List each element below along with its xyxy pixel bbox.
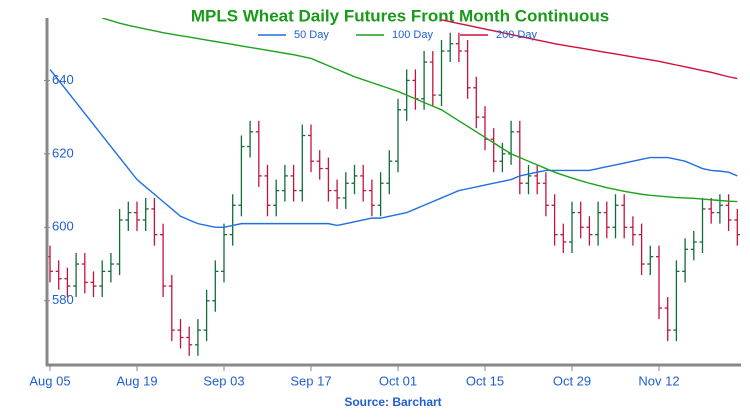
moving-average-line	[102, 18, 738, 203]
moving-average-line	[441, 19, 738, 80]
x-tick-label: Sep 03	[203, 373, 244, 388]
x-tick-label: Sep 17	[290, 373, 331, 388]
legend-label: 200 Day	[496, 29, 537, 41]
y-tick-label: 580	[52, 292, 74, 307]
x-tick-label: Nov 12	[638, 373, 679, 388]
legend-label: 50 Day	[294, 29, 329, 41]
x-tick-label: Oct 15	[466, 373, 504, 388]
legend-label: 100 Day	[392, 29, 433, 41]
moving-average-line	[49, 68, 738, 228]
y-tick-label: 640	[52, 72, 74, 87]
source: Source: Barchart	[344, 395, 441, 409]
x-tick-label: Oct 29	[553, 373, 591, 388]
x-tick-label: Oct 01	[379, 373, 417, 388]
chart-title: MPLS Wheat Daily Futures Front Month Con…	[191, 6, 609, 25]
y-tick-label: 600	[52, 219, 74, 234]
plot-area	[47, 18, 740, 356]
x-tick-label: Aug 05	[29, 373, 70, 388]
y-tick-label: 620	[52, 145, 74, 160]
x-tick-label: Aug 19	[116, 373, 157, 388]
